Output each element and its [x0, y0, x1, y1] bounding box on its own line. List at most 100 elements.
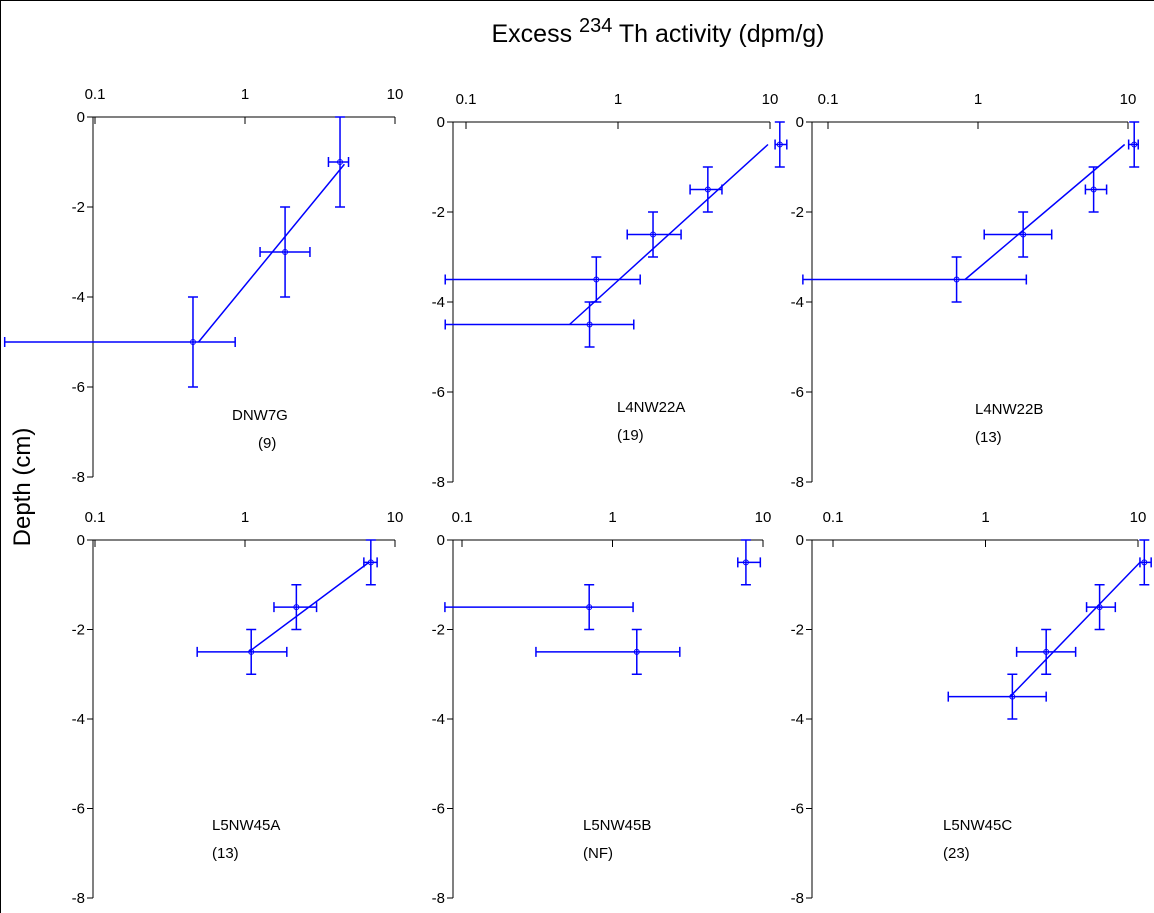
y-tick-label: -6: [72, 379, 85, 396]
x-error-bar: [444, 274, 641, 285]
x-tick-label: 10: [387, 509, 404, 526]
title-rest: Th activity (dpm/g): [619, 20, 825, 48]
title-prefix: Excess: [491, 20, 572, 48]
x-tick-label: 10: [755, 509, 772, 526]
panel-label: L5NW45B: [583, 817, 651, 834]
point: [704, 186, 711, 193]
x-error-bar: [1015, 646, 1077, 657]
y-tick-label: -6: [791, 384, 804, 401]
y-tick-label: -4: [432, 294, 445, 311]
point: [1020, 231, 1027, 238]
y-tick-label: -4: [791, 711, 804, 728]
panel-note: (19): [617, 427, 644, 444]
x-error-bar: [689, 184, 723, 195]
x-error-bar: [737, 557, 762, 568]
y-tick-label: -8: [791, 890, 804, 907]
fit-line: [248, 561, 370, 653]
panel-label: L5NW45A: [212, 817, 280, 834]
x-tick-label: 0.1: [823, 509, 844, 526]
panel-label: L4NW22A: [617, 399, 685, 416]
x-tick-label: 0.1: [456, 91, 477, 108]
x-error-bar: [947, 691, 1047, 702]
y-tick-label: -4: [72, 711, 85, 728]
y-tick-label: -8: [432, 474, 445, 491]
x-tick-label: 1: [241, 86, 249, 103]
x-error-bar: [444, 319, 635, 330]
x-tick-label: 0.1: [85, 86, 106, 103]
x-error-bar: [196, 646, 288, 657]
x-error-bar: [444, 602, 634, 613]
panel-label: DNW7G: [232, 407, 288, 424]
point: [1131, 141, 1138, 148]
y-tick-label: -4: [72, 289, 85, 306]
y-tick-label: -6: [72, 801, 85, 818]
figure-title: Excess 234 Th activity (dpm/g): [491, 10, 824, 48]
panel-note: (13): [975, 429, 1002, 446]
y-tick-label: -8: [791, 474, 804, 491]
point: [953, 276, 960, 283]
fit-line: [964, 143, 1126, 281]
x-tick-label: 1: [981, 509, 989, 526]
point: [586, 321, 593, 328]
point: [1090, 186, 1097, 193]
point: [1141, 559, 1148, 566]
y-tick-label: -4: [432, 711, 445, 728]
y-tick-label: 0: [77, 109, 85, 126]
y-axis-label: Depth (cm): [9, 428, 36, 547]
x-tick-label: 1: [241, 509, 249, 526]
panel-note: (9): [258, 435, 276, 452]
y-tick-label: 0: [796, 532, 804, 549]
y-tick-label: -2: [72, 199, 85, 216]
x-error-bar: [3, 337, 236, 347]
x-tick-label: 0.1: [452, 509, 473, 526]
point: [293, 604, 300, 611]
y-tick-label: 0: [77, 532, 85, 549]
title-superscript: 234: [579, 15, 612, 37]
y-tick-label: -6: [791, 801, 804, 818]
y-tick-label: -2: [72, 622, 85, 639]
panel-label: L4NW22B: [975, 401, 1043, 418]
point: [1043, 648, 1050, 655]
y-tick-label: 0: [796, 114, 804, 131]
x-error-bar: [802, 274, 1028, 285]
y-tick-label: -2: [791, 622, 804, 639]
panel-note: (23): [943, 845, 970, 862]
y-tick-label: -8: [72, 469, 85, 486]
x-tick-label: 1: [974, 91, 982, 108]
x-error-bar: [273, 602, 318, 613]
x-tick-label: 10: [762, 91, 779, 108]
x-error-bar: [626, 229, 682, 240]
y-tick-label: -8: [72, 890, 85, 907]
x-error-bar: [327, 157, 350, 167]
x-tick-label: 1: [614, 91, 622, 108]
point: [337, 159, 344, 165]
point: [776, 141, 783, 148]
point: [189, 339, 196, 345]
y-tick-label: -2: [791, 204, 804, 221]
y-tick-label: -2: [432, 622, 445, 639]
x-error-bar: [535, 646, 681, 657]
panel-note: (13): [212, 845, 239, 862]
y-tick-label: -2: [432, 204, 445, 221]
point: [633, 648, 640, 655]
y-tick-label: -4: [791, 294, 804, 311]
y-tick-label: -6: [432, 801, 445, 818]
x-tick-label: 0.1: [85, 509, 106, 526]
x-tick-label: 10: [1130, 509, 1147, 526]
point: [282, 249, 289, 255]
fit-line: [197, 163, 345, 343]
x-tick-label: 10: [1120, 91, 1137, 108]
x-tick-label: 1: [608, 509, 616, 526]
point: [650, 231, 657, 238]
panel-note: (NF): [583, 845, 613, 862]
fit-line: [1009, 561, 1141, 698]
panel-label: L5NW45C: [943, 817, 1012, 834]
x-tick-label: 10: [387, 86, 404, 103]
x-error-bar: [259, 247, 311, 257]
point: [742, 559, 749, 566]
x-tick-label: 0.1: [818, 91, 839, 108]
fit-line: [569, 143, 769, 326]
y-tick-label: -8: [432, 890, 445, 907]
